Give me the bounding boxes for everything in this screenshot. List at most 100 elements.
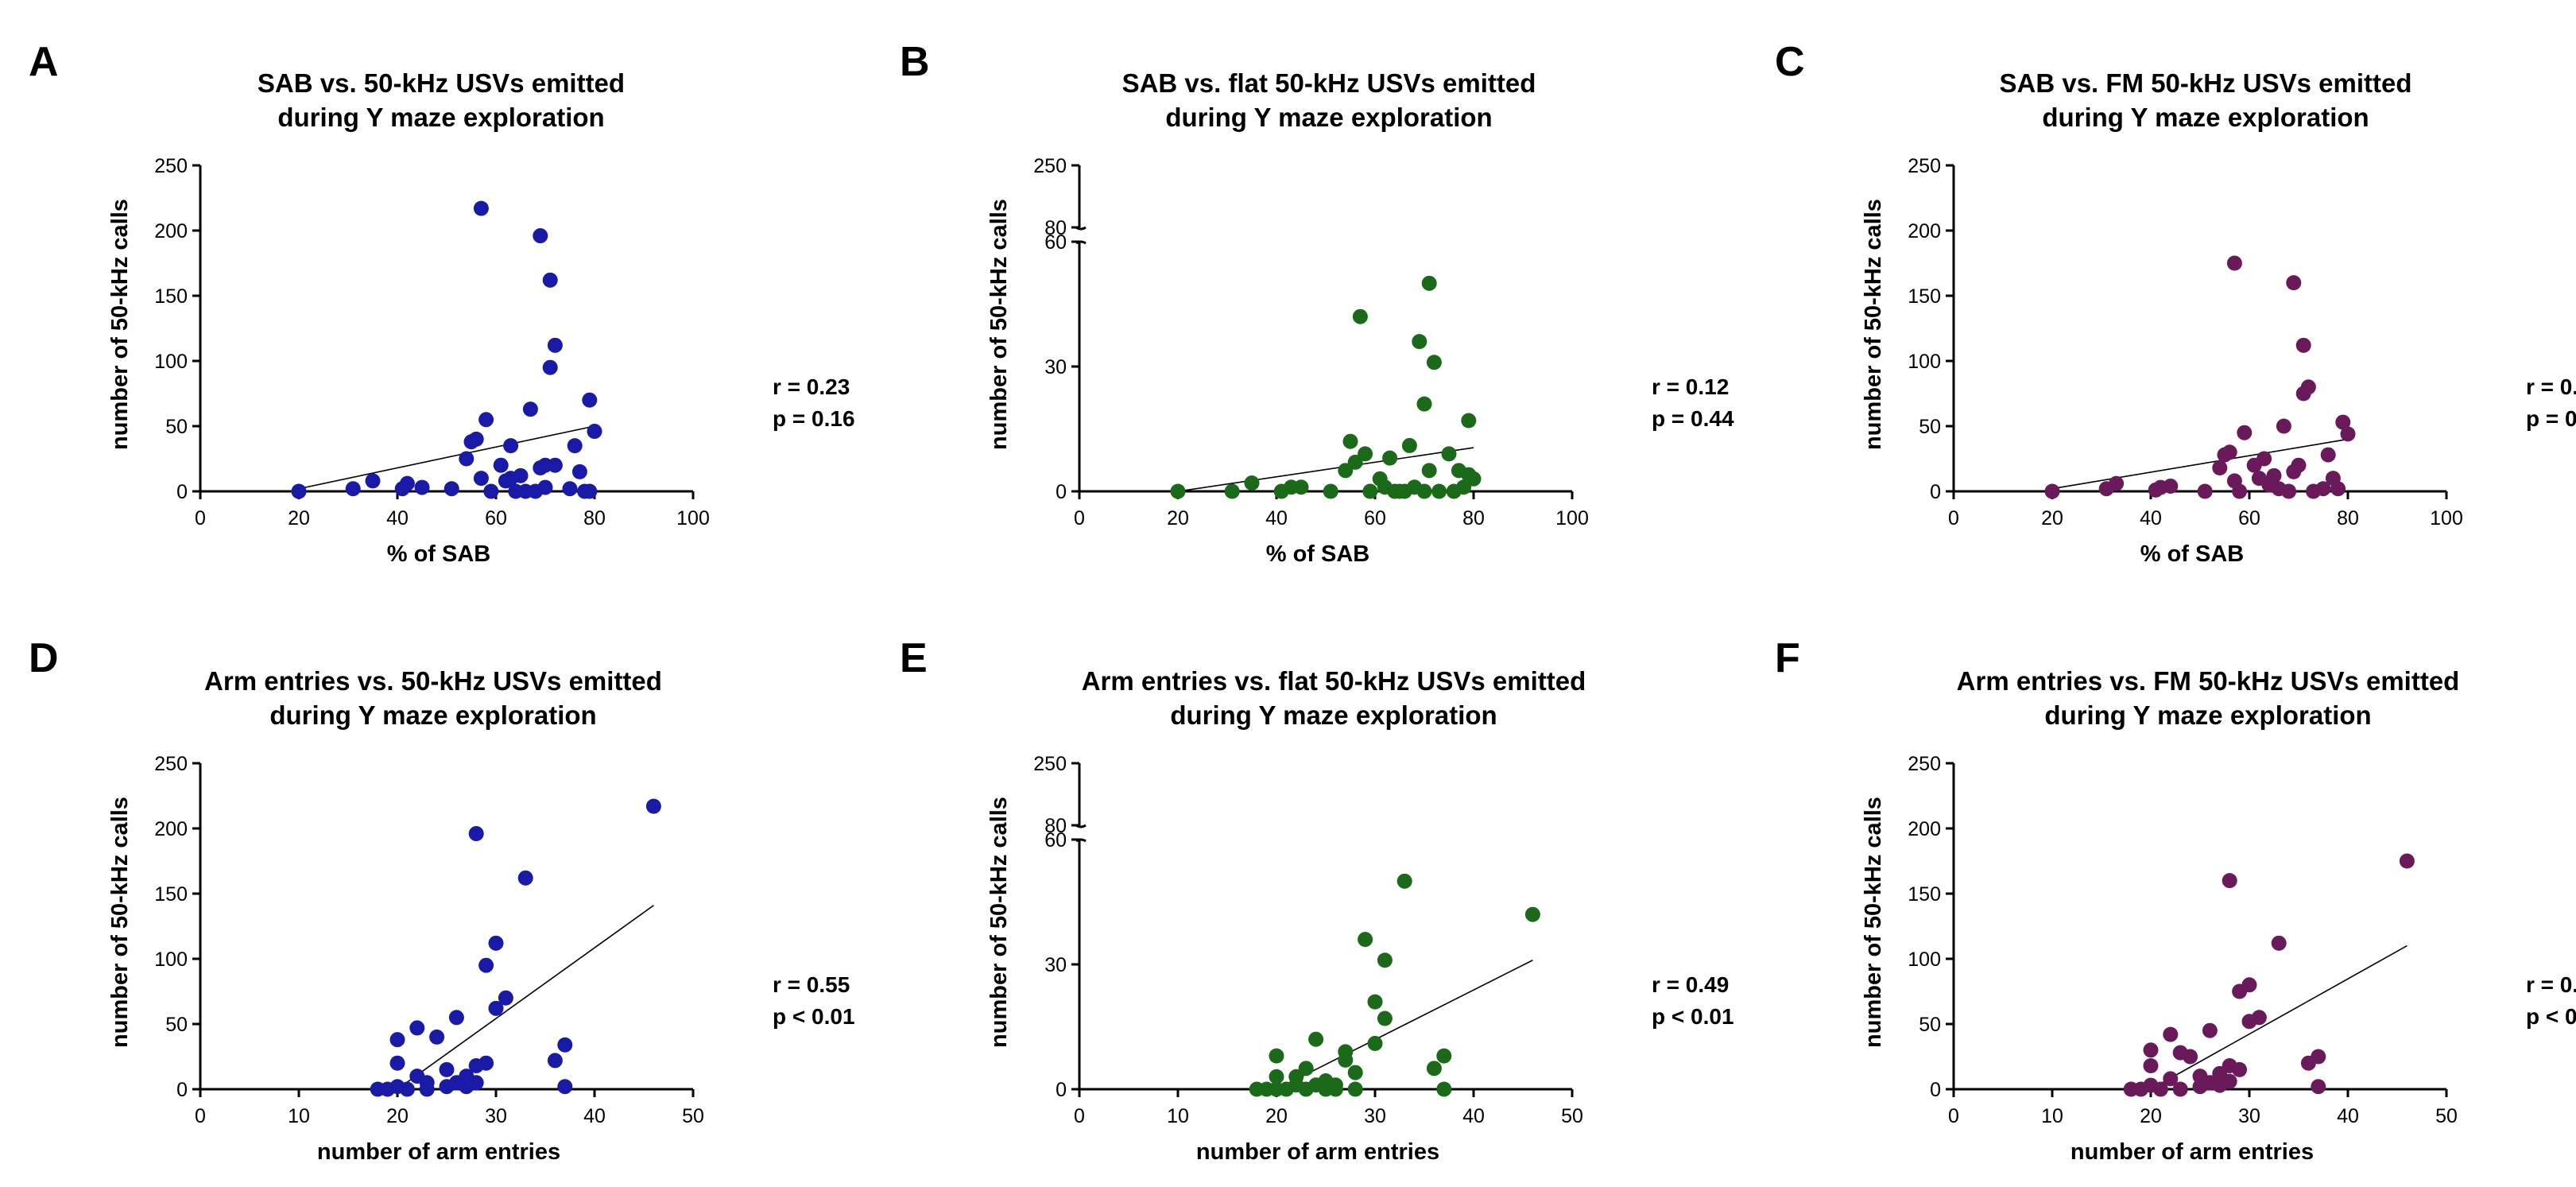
- y-tick-label: 60: [1044, 829, 1067, 851]
- data-point: [459, 451, 475, 467]
- data-point: [483, 483, 499, 499]
- data-point: [1347, 1065, 1363, 1080]
- y-axis-label: number of 50-kHz calls: [1861, 797, 1886, 1048]
- y-tick-label: 200: [1908, 220, 1941, 242]
- data-point: [2281, 483, 2297, 499]
- data-point: [2212, 460, 2228, 475]
- panel-a: A SAB vs. 50-kHz USVs emitted during Y maz…: [29, 39, 855, 567]
- data-point: [1436, 1081, 1452, 1097]
- data-point: [562, 481, 578, 497]
- y-tick-label: 50: [165, 416, 188, 438]
- data-point: [468, 431, 484, 447]
- data-point: [2335, 414, 2351, 430]
- data-point: [2183, 1049, 2198, 1065]
- data-point: [2197, 483, 2213, 499]
- data-point: [1269, 1048, 1284, 1064]
- stat-r: r = 0.49: [1652, 972, 1729, 997]
- chart-title-line-2: during Y maze exploration: [2044, 700, 2371, 730]
- data-point: [2330, 481, 2346, 497]
- y-tick-label: 0: [176, 481, 188, 503]
- stat-p: p = 0.13: [2526, 406, 2576, 431]
- data-point: [2320, 447, 2336, 463]
- y-tick-label: 250: [154, 155, 188, 177]
- panel-f: F Arm entries vs. FM 50-kHz USVs emitted d…: [1775, 635, 2576, 1165]
- data-point: [2163, 1026, 2179, 1042]
- panel-b: B SAB vs. flat 50-kHz USVs emitted during …: [900, 39, 1734, 567]
- x-tick-label: 20: [2140, 1105, 2162, 1127]
- panel-c: C SAB vs. FM 50-kHz USVs emitted during Y …: [1775, 39, 2576, 567]
- data-point: [2226, 255, 2242, 271]
- data-point: [1456, 479, 1472, 495]
- data-point: [1352, 308, 1368, 324]
- data-point: [2399, 853, 2415, 869]
- panel-label: C: [1775, 39, 1805, 85]
- x-axis-label: % of SAB: [387, 541, 491, 567]
- y-tick-label: 50: [1919, 416, 1941, 438]
- data-point: [1426, 1061, 1442, 1076]
- data-point: [488, 935, 504, 951]
- chart-title-line-1: SAB vs. FM 50-kHz USVs emitted: [2000, 68, 2412, 98]
- data-point: [419, 1075, 435, 1091]
- data-point: [444, 481, 459, 497]
- y-tick-label: 80: [1044, 217, 1067, 239]
- y-tick-label: 150: [154, 285, 188, 308]
- y-tick-label: 100: [154, 351, 188, 373]
- stat-r: r = 0.25: [2526, 374, 2576, 399]
- x-tick-label: 0: [1948, 507, 1959, 529]
- y-axis-label: number of 50-kHz calls: [107, 199, 133, 450]
- data-point: [2163, 478, 2179, 494]
- y-tick-label: 0: [1056, 481, 1067, 503]
- y-tick-label: 60: [1044, 231, 1067, 254]
- stat-r: r = 0.55: [773, 972, 850, 997]
- data-point: [1347, 1081, 1363, 1097]
- data-point: [2286, 275, 2302, 291]
- panel-d: D Arm entries vs. 50-kHz USVs emitted duri…: [29, 635, 855, 1165]
- stat-p: p < 0.01: [773, 1004, 855, 1029]
- y-tick-label: 0: [1056, 1079, 1067, 1101]
- data-point: [1338, 463, 1354, 479]
- x-axis-label: % of SAB: [1266, 541, 1370, 567]
- y-tick-label: 80: [1044, 815, 1067, 837]
- data-point: [1377, 952, 1393, 968]
- data-point: [547, 1053, 563, 1069]
- data-point: [1401, 437, 1417, 453]
- data-point: [1396, 873, 1412, 889]
- x-tick-label: 0: [1074, 507, 1085, 529]
- stat-r: r = 0.12: [1652, 374, 1729, 399]
- y-tick-label: 0: [1930, 1079, 1941, 1101]
- x-tick-label: 0: [195, 507, 206, 529]
- data-point: [503, 438, 519, 454]
- data-point: [1416, 396, 1432, 412]
- x-tick-label: 30: [1364, 1105, 1386, 1127]
- data-point: [409, 1020, 425, 1036]
- x-tick-label: 40: [583, 1105, 606, 1127]
- x-axis-label: number of arm entries: [2070, 1139, 2314, 1165]
- chart-title-line-1: Arm entries vs. flat 50-kHz USVs emitted: [1082, 666, 1586, 696]
- x-tick-label: 0: [1074, 1105, 1085, 1127]
- x-tick-label: 20: [288, 507, 310, 529]
- data-point: [1170, 483, 1186, 499]
- data-point: [1308, 1031, 1324, 1047]
- data-point: [567, 438, 583, 454]
- data-point: [1367, 994, 1383, 1010]
- data-point: [1358, 446, 1373, 462]
- y-tick-label: 0: [1930, 481, 1941, 503]
- data-point: [547, 457, 563, 473]
- chart-title-line-2: during Y maze exploration: [2042, 103, 2369, 132]
- chart-title-line-2: during Y maze exploration: [269, 700, 596, 730]
- x-tick-label: 60: [485, 507, 507, 529]
- data-point: [533, 228, 548, 244]
- data-point: [557, 1079, 573, 1095]
- data-point: [1377, 1011, 1393, 1026]
- regression-line: [298, 425, 595, 490]
- data-point: [582, 392, 598, 408]
- data-point: [2311, 1049, 2326, 1065]
- data-point: [478, 957, 494, 973]
- x-tick-label: 20: [1265, 1105, 1288, 1127]
- data-point: [2172, 1081, 2188, 1097]
- data-point: [488, 1000, 504, 1016]
- x-tick-label: 30: [485, 1105, 507, 1127]
- y-tick-label: 50: [165, 1014, 188, 1036]
- x-tick-label: 60: [1364, 507, 1386, 529]
